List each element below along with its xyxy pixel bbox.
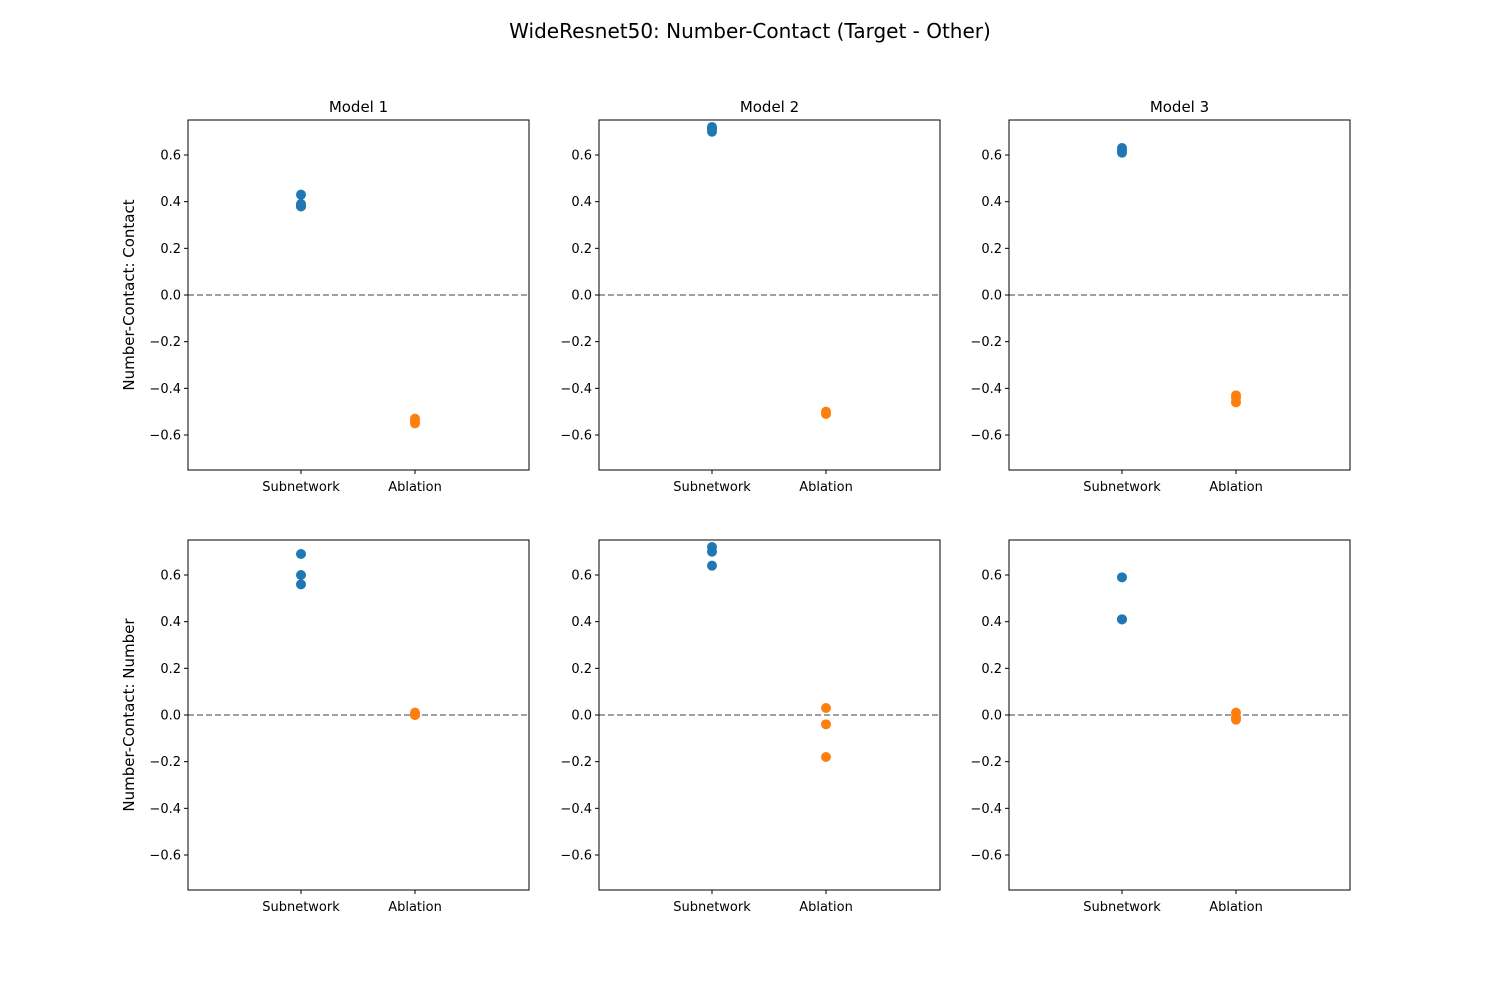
x-tick-label: Subnetwork	[1083, 480, 1161, 495]
panel-title: Model 2	[740, 98, 799, 116]
x-tick-label: Ablation	[388, 480, 442, 495]
y-tick-label: −0.4	[970, 802, 1002, 817]
panel-r1-c3: Model 3 −0.6 −0.4 −0.2 0.0 0.2 0.4 0.6 Subnetwor…	[970, 98, 1351, 495]
panel-title: Model 1	[329, 98, 388, 116]
point-subnetwork	[1117, 147, 1127, 158]
point-ablation	[1231, 714, 1241, 725]
y-tick-label: 0.2	[571, 662, 592, 677]
panel-frame	[1008, 119, 1351, 471]
panel-frame	[598, 539, 941, 891]
y-tick-label: 0.4	[981, 195, 1002, 210]
y-tick-label: 0.2	[981, 242, 1002, 257]
y-tick-label: −0.4	[149, 382, 181, 397]
x-tick-label: Subnetwork	[262, 480, 340, 495]
y-tick-label: −0.4	[560, 382, 592, 397]
y-tick-label: 0.2	[571, 242, 592, 257]
y-tick-label: −0.6	[149, 849, 181, 864]
panel-frame	[1008, 539, 1351, 891]
y-tick-label: 0.0	[571, 709, 592, 724]
panel-title: Model 3	[1150, 98, 1209, 116]
x-tick-label: Ablation	[1209, 480, 1263, 495]
chart-title: WideResnet50: Number-Contact (Target - O…	[509, 19, 991, 43]
point-subnetwork	[707, 546, 717, 557]
y-tick-label: 0.0	[160, 289, 181, 304]
y-tick-label: 0.0	[981, 709, 1002, 724]
y-tick-label: 0.2	[981, 662, 1002, 677]
y-tick-label: 0.4	[160, 195, 181, 210]
y-tick-label: −0.2	[970, 335, 1002, 350]
point-ablation	[410, 418, 420, 429]
y-tick-label: −0.6	[970, 849, 1002, 864]
point-subnetwork	[296, 189, 306, 200]
x-tick-label: Ablation	[1209, 900, 1263, 915]
point-subnetwork	[296, 549, 306, 559]
panel-r2-c3: −0.6 −0.4 −0.2 0.0 0.2 0.4 0.6 Subnetwork Ablati…	[970, 539, 1351, 915]
panel-r2-c1: −0.6 −0.4 −0.2 0.0 0.2 0.4 0.6 Subnetwork Ablati…	[149, 539, 530, 915]
x-tick-label: Ablation	[799, 480, 853, 495]
panels-grid: Model 1 −0.6 −0.4 −0.2 0.0 0.2 0.4 0.6 Subnetwor…	[149, 98, 1351, 915]
y-tick-label: −0.4	[970, 382, 1002, 397]
y-tick-label: 0.4	[981, 615, 1002, 630]
y-tick-label: −0.2	[149, 335, 181, 350]
point-ablation	[821, 752, 831, 762]
x-tick-label: Subnetwork	[262, 900, 340, 915]
panel-r1-c1: Model 1 −0.6 −0.4 −0.2 0.0 0.2 0.4 0.6 Subnetwor…	[149, 98, 530, 495]
y-tick-label: −0.2	[149, 755, 181, 770]
panel-frame	[598, 119, 941, 471]
y-tick-label: −0.6	[560, 429, 592, 444]
y-tick-label: 0.6	[160, 149, 181, 164]
point-ablation	[410, 710, 420, 720]
y-tick-label: −0.6	[149, 429, 181, 444]
y-tick-label: 0.6	[571, 569, 592, 584]
point-subnetwork	[1117, 572, 1127, 583]
point-ablation	[821, 719, 831, 730]
y-tick-label: 0.0	[981, 289, 1002, 304]
y-tick-label: 0.0	[571, 289, 592, 304]
row-1-ylabel: Number-Contact: Contact	[120, 199, 138, 390]
panel-r2-c2: −0.6 −0.4 −0.2 0.0 0.2 0.4 0.6 Subnetwork Ablati…	[560, 539, 941, 915]
y-tick-label: 0.6	[981, 569, 1002, 584]
y-tick-label: −0.2	[560, 335, 592, 350]
point-subnetwork	[296, 201, 306, 212]
point-ablation	[821, 703, 831, 713]
point-ablation	[1231, 397, 1241, 408]
x-tick-label: Subnetwork	[673, 480, 751, 495]
y-tick-label: 0.4	[571, 615, 592, 630]
y-tick-label: 0.6	[160, 569, 181, 584]
y-tick-label: −0.2	[560, 755, 592, 770]
y-tick-label: 0.4	[571, 195, 592, 210]
point-subnetwork	[707, 126, 717, 137]
y-tick-label: −0.4	[560, 802, 592, 817]
x-tick-label: Subnetwork	[1083, 900, 1161, 915]
y-tick-label: 0.0	[160, 709, 181, 724]
y-tick-label: 0.2	[160, 242, 181, 257]
panel-r1-c2: Model 2 −0.6 −0.4 −0.2 0.0 0.2 0.4 0.6 Subnetwor…	[560, 98, 941, 495]
y-tick-label: −0.6	[560, 849, 592, 864]
panel-frame	[187, 539, 530, 891]
y-tick-label: 0.6	[981, 149, 1002, 164]
point-subnetwork	[296, 570, 306, 580]
y-tick-label: −0.2	[970, 755, 1002, 770]
x-tick-label: Ablation	[388, 900, 442, 915]
x-tick-label: Ablation	[799, 900, 853, 915]
y-tick-label: −0.4	[149, 802, 181, 817]
row-2-ylabel: Number-Contact: Number	[120, 618, 138, 812]
y-tick-label: 0.2	[160, 662, 181, 677]
y-tick-label: 0.4	[160, 615, 181, 630]
y-tick-label: −0.6	[970, 429, 1002, 444]
y-tick-label: 0.6	[571, 149, 592, 164]
panel-frame	[187, 119, 530, 471]
x-tick-label: Subnetwork	[673, 900, 751, 915]
point-subnetwork	[1117, 614, 1127, 625]
point-subnetwork	[296, 579, 306, 590]
point-subnetwork	[707, 560, 717, 571]
point-ablation	[821, 409, 831, 419]
